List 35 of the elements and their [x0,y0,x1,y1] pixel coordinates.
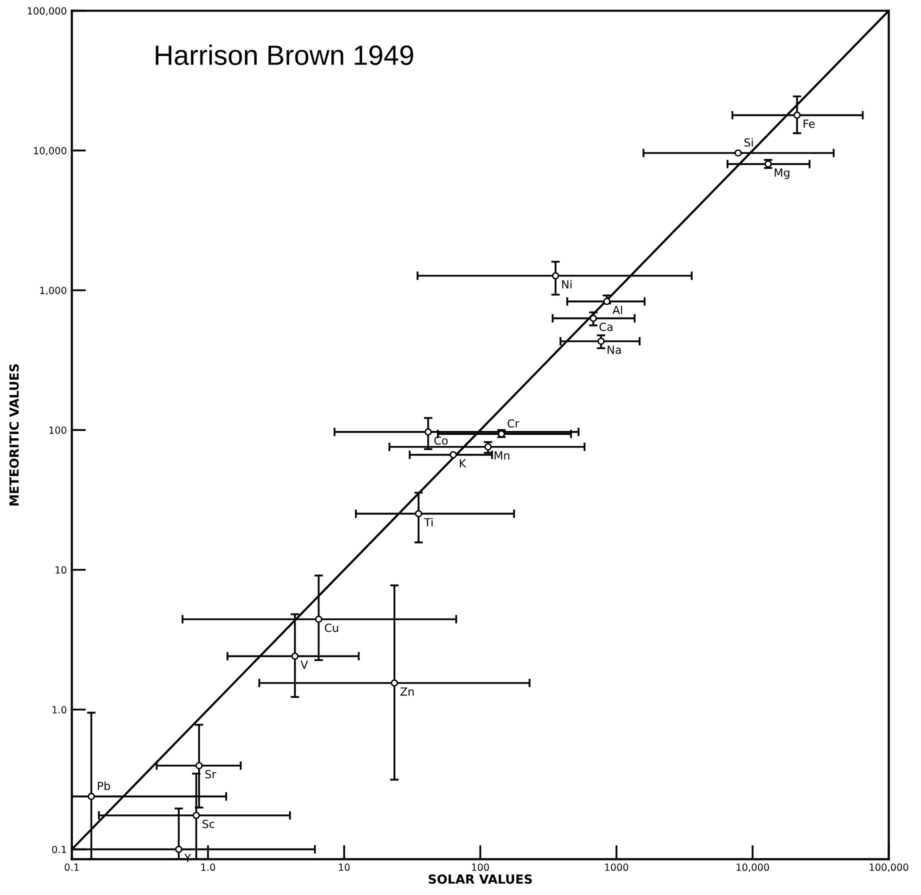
annotation: Fe [804,120,815,128]
annotation: Al [612,306,622,314]
annotation: Ca [599,322,612,332]
x-tick-label: 1000 [605,864,628,871]
y-tick-label: 100,000 [28,7,66,16]
x-tick-label: 1.0 [201,864,216,871]
x-tick-label: 10 [339,864,350,871]
x-axis-title: SOLAR VALUES [428,874,532,884]
y-tick-label: 10 [56,566,66,574]
annotation: Na [608,346,621,354]
annotation: K [460,459,466,468]
annotation: Ni [562,280,572,288]
y-tick-label: 1,000 [40,286,66,296]
x-tick-label: 0.1 [64,864,79,871]
annotation: Mg [774,168,790,179]
y-tick-label: 10,000 [34,146,66,156]
x-tick-label: 100 [472,864,489,871]
annotation: Cu [324,624,338,632]
annotation: Sc [202,820,214,828]
annotation: Si [744,138,753,147]
y-tick-label: 1.0 [52,706,66,714]
y-axis-title: METEORITIC VALUES [9,364,19,506]
x-tick-label: 10,000 [736,864,769,872]
y-tick-label: 0.1 [52,846,66,854]
annotation: Co [434,436,448,445]
annotation: V [300,660,308,669]
annotation: Zn [400,687,414,696]
annotation: Ti [424,518,433,526]
annotation: Pb [98,782,110,790]
text: Harrison Brown 1949 [156,44,414,66]
annotation: Sr [205,770,216,778]
annotation: Mn [494,451,510,460]
annotation: Cr [508,419,520,428]
x-tick-label: 100,000 [870,864,908,872]
y-tick-label: 100 [49,426,66,434]
